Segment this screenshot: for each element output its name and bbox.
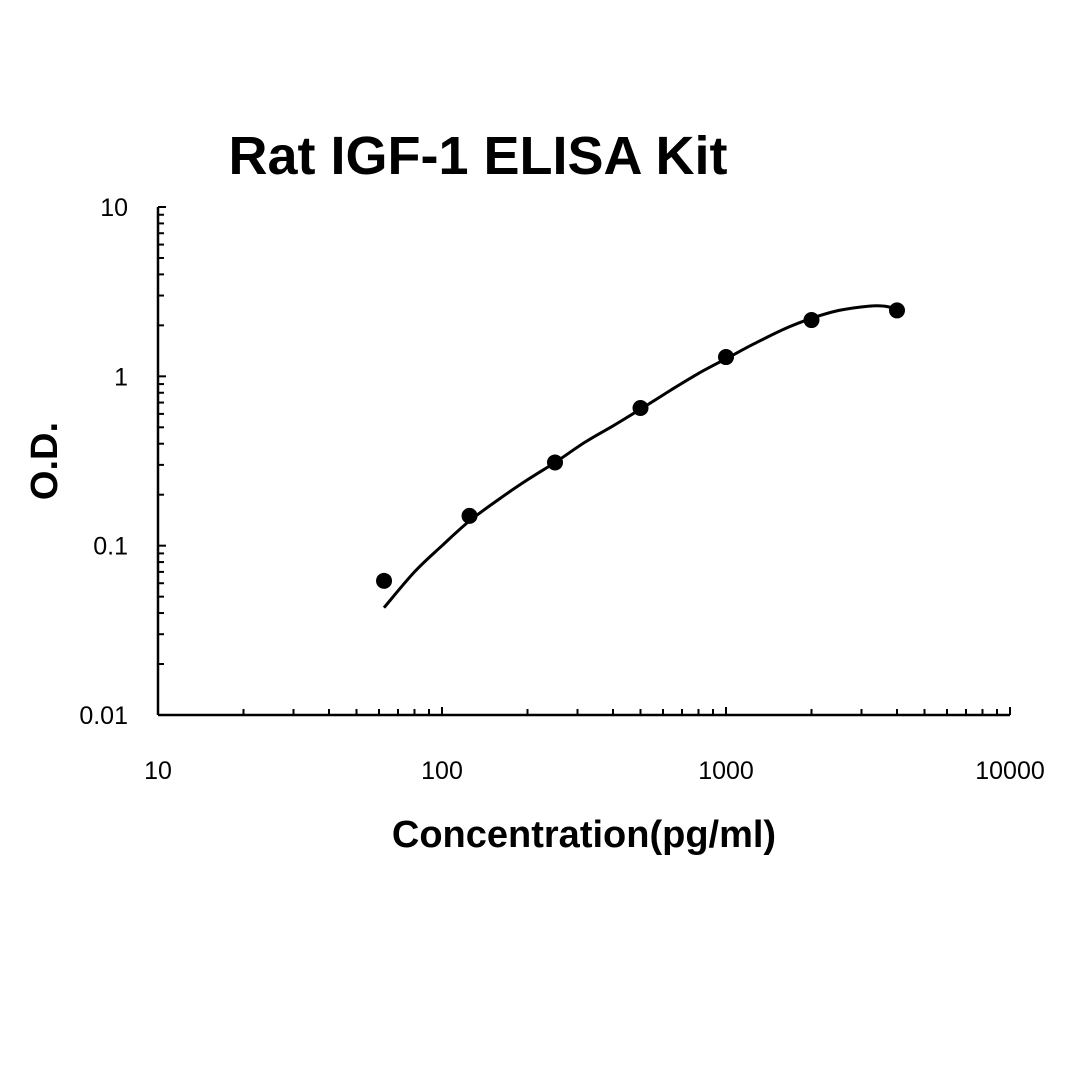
chart-title: Rat IGF-1 ELISA Kit	[228, 126, 727, 186]
y-tick-label: 1	[114, 363, 128, 391]
ticks	[157, 206, 1011, 716]
x-axis-label: Concentration(pg/ml)	[392, 814, 776, 856]
data-point	[632, 400, 649, 417]
data-point	[803, 312, 820, 329]
y-tick-label: 0.1	[93, 533, 128, 561]
x-tick-label: 1000	[698, 757, 754, 785]
data-point	[547, 454, 564, 471]
data-point	[888, 302, 905, 319]
axes	[156, 207, 1010, 717]
x-tick-label: 10000	[975, 757, 1045, 785]
tick-labels: 10 100 1000 10000 0.01 0.1 1 10	[79, 194, 1044, 785]
y-tick-label: 0.01	[79, 702, 128, 730]
y-tick-label: 10	[100, 194, 128, 222]
fit-curve	[382, 304, 898, 609]
x-tick-label: 100	[421, 757, 463, 785]
x-tick-label: 10	[144, 757, 172, 785]
data-points-layer	[376, 302, 905, 589]
data-point	[376, 572, 393, 589]
data-point	[461, 507, 478, 524]
data-point	[718, 349, 734, 366]
fit-curve-layer	[382, 304, 898, 609]
y-axis-label: O.D.	[24, 422, 66, 500]
